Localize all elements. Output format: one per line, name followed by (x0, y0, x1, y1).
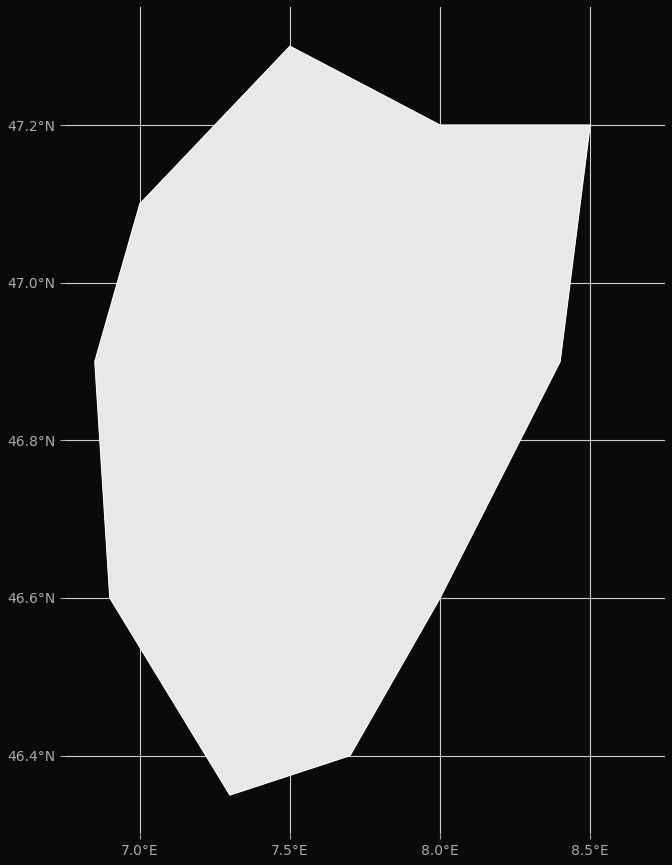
Polygon shape (95, 47, 590, 795)
